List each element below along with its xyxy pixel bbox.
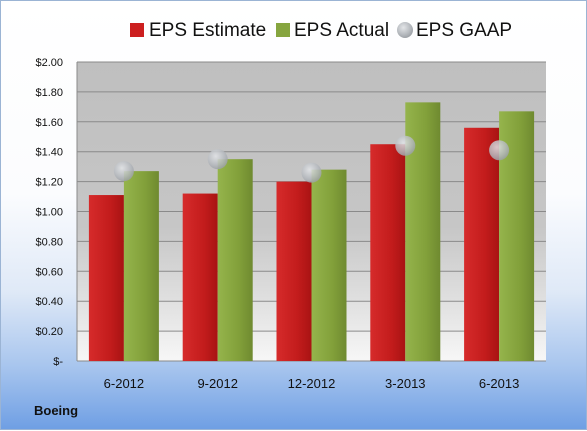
marker-eps-gaap <box>113 161 134 182</box>
legend-swatch-estimate <box>130 23 144 37</box>
legend-label-estimate: EPS Estimate <box>149 20 266 41</box>
y-tick-label: $0.60 <box>35 266 63 278</box>
marker-eps-gaap <box>395 135 416 156</box>
y-tick-label: $1.60 <box>35 117 63 129</box>
legend-swatch-gaap <box>397 22 413 38</box>
y-axis-ticks: $2.00 $1.80 $1.60 $1.40 $1.20 $1.00 $0.80 $0.60… <box>35 57 63 368</box>
bar-eps-estimate <box>370 144 406 361</box>
y-tick-label: $0.20 <box>35 326 63 338</box>
bar-eps-actual <box>311 169 347 361</box>
legend: EPS Estimate EPS Actual EPS GAAP <box>130 20 512 41</box>
y-tick-label: $0.80 <box>35 236 63 248</box>
company-label: Boeing <box>34 403 79 418</box>
gaap-markers <box>113 135 510 183</box>
x-tick-label: 3-2013 <box>385 376 425 391</box>
x-tick-label: 6-2012 <box>104 376 144 391</box>
bar-eps-estimate <box>88 195 124 361</box>
y-tick-label: $1.80 <box>35 87 63 99</box>
y-tick-label: $1.00 <box>35 207 63 219</box>
marker-eps-gaap <box>207 149 228 170</box>
marker-eps-gaap <box>489 140 510 161</box>
bar-eps-estimate <box>464 127 500 361</box>
x-tick-label: 9-2012 <box>197 376 237 391</box>
legend-label-gaap: EPS GAAP <box>416 20 512 41</box>
bar-eps-actual <box>123 171 159 361</box>
bar-eps-estimate <box>276 181 312 361</box>
marker-eps-gaap <box>301 162 322 183</box>
bar-eps-estimate <box>182 193 218 361</box>
legend-swatch-actual <box>276 23 290 37</box>
y-tick-label: $0.40 <box>35 296 63 308</box>
y-tick-label: $1.40 <box>35 147 63 159</box>
x-tick-label: 6-2013 <box>479 376 519 391</box>
y-tick-label: $- <box>53 356 63 368</box>
y-tick-label: $1.20 <box>35 177 63 189</box>
y-tick-label: $2.00 <box>35 57 63 69</box>
bars <box>88 102 535 362</box>
x-tick-label: 12-2012 <box>288 376 336 391</box>
x-axis-ticks: 6-2012 9-2012 12-2012 3-2013 6-2013 <box>104 376 520 391</box>
legend-label-actual: EPS Actual <box>294 20 389 41</box>
bar-eps-actual <box>217 159 253 361</box>
